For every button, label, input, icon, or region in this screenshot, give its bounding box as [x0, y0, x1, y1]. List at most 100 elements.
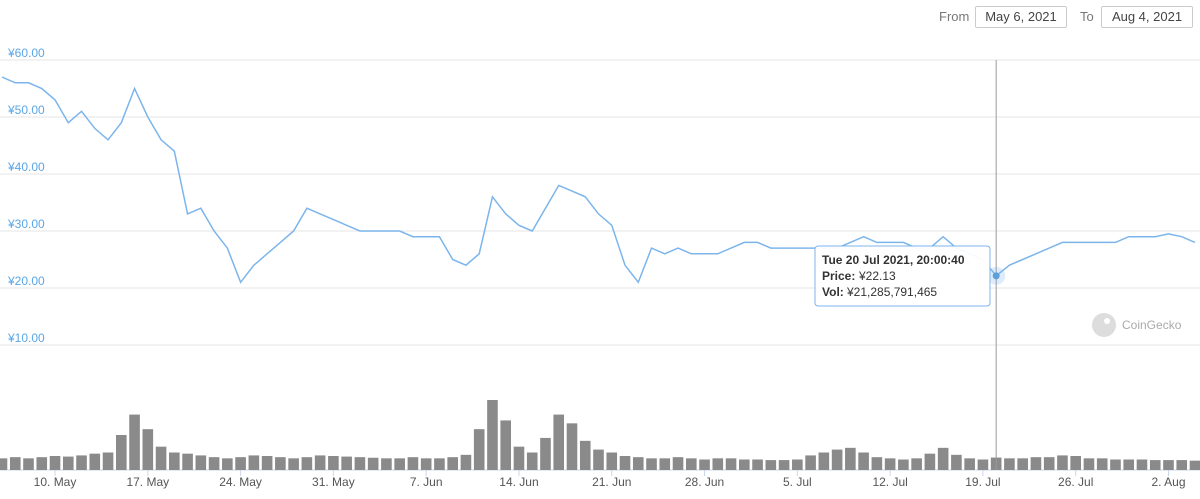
volume-bar: [407, 457, 419, 470]
volume-bar: [977, 459, 989, 470]
volume-bar: [354, 457, 366, 470]
x-tick-label: 31. May: [312, 475, 355, 489]
volume-bar: [685, 458, 697, 470]
volume-bar: [871, 457, 883, 470]
volume-bar: [0, 458, 8, 470]
volume-bar: [208, 457, 220, 470]
volume-bar: [447, 457, 458, 470]
volume-bar: [1017, 458, 1028, 470]
volume-bar: [1096, 458, 1108, 470]
volume-bar: [924, 453, 936, 470]
volume-bar: [89, 453, 101, 470]
volume-bar: [553, 414, 565, 470]
watermark-logo: [1092, 313, 1116, 337]
volume-bar: [964, 458, 975, 470]
volume-bar: [169, 452, 180, 470]
volume-bar: [739, 459, 750, 470]
tooltip-vol-label: Vol:: [822, 285, 844, 299]
volume-bar: [937, 447, 949, 470]
volume-bar: [76, 455, 87, 470]
volume-bar: [593, 449, 604, 470]
volume-bar: [115, 435, 127, 470]
to-input[interactable]: Aug 4, 2021: [1101, 6, 1193, 28]
volume-bar: [845, 447, 856, 470]
to-label: To: [1080, 9, 1094, 24]
volume-bar: [49, 456, 61, 470]
volume-bar: [884, 458, 896, 470]
price-line: [1, 76, 1196, 284]
volume-bar: [9, 457, 21, 470]
tooltip-price: ¥22.13: [858, 269, 896, 283]
y-tick-label: ¥30.00: [7, 217, 45, 231]
volume-bar: [341, 456, 352, 470]
volume-bar: [752, 459, 763, 470]
hover-point: [992, 272, 1000, 280]
volume-bar: [23, 458, 34, 470]
volume-bar: [646, 458, 657, 470]
volume-bar: [434, 458, 445, 470]
x-tick-label: 2. Aug: [1151, 475, 1185, 489]
volume-bar: [712, 458, 724, 470]
volume-bar: [500, 420, 512, 470]
volume-bar: [1123, 459, 1135, 470]
volume-bar: [314, 455, 326, 470]
volume-bar: [1083, 458, 1095, 470]
y-tick-label: ¥40.00: [7, 160, 45, 174]
x-tick-label: 19. Jul: [965, 475, 1000, 489]
volume-bar: [898, 459, 909, 470]
volume-bar: [632, 457, 644, 470]
volume-bar: [142, 429, 154, 470]
volume-bar: [261, 456, 273, 470]
x-tick-label: 7. Jun: [410, 475, 443, 489]
volume-bar: [36, 457, 48, 470]
volume-bar: [460, 454, 472, 470]
x-tick-label: 14. Jun: [499, 475, 538, 489]
volume-bar: [792, 459, 803, 470]
volume-bar: [473, 429, 485, 470]
volume-bar: [328, 456, 339, 470]
tooltip-box: [814, 245, 991, 307]
volume-bar: [699, 459, 710, 470]
volume-bar: [367, 457, 379, 470]
volume-bar: [831, 449, 843, 470]
volume-bar: [566, 423, 578, 470]
volume-bar: [222, 458, 233, 470]
volume-bar: [1070, 456, 1082, 470]
x-tick-label: 24. May: [219, 475, 262, 489]
volume-bar: [102, 452, 114, 470]
volume-bar: [513, 446, 525, 470]
volume-bar: [765, 460, 777, 470]
x-tick-label: 21. Jun: [592, 475, 631, 489]
volume-bar: [1110, 459, 1121, 470]
y-tick-label: ¥60.00: [7, 46, 45, 60]
volume-bar: [540, 437, 551, 470]
volume-bar: [301, 457, 313, 470]
volume-bar: [1163, 460, 1174, 470]
volume-bar: [619, 456, 631, 470]
y-tick-label: ¥20.00: [7, 274, 45, 288]
volume-bar: [911, 458, 922, 470]
volume-bar: [1030, 457, 1042, 470]
volume-bar: [381, 458, 392, 470]
volume-bar: [778, 460, 790, 470]
volume-bar: [1189, 460, 1200, 470]
from-label: From: [939, 9, 970, 24]
volume-bar: [951, 454, 962, 470]
volume-bar: [487, 400, 498, 470]
volume-bar: [858, 452, 869, 470]
volume-bar: [155, 446, 167, 470]
volume-bar: [394, 458, 405, 470]
x-tick-label: 28. Jun: [685, 475, 724, 489]
tooltip-date: Tue 20 Jul 2021, 20:00:40: [822, 253, 965, 267]
volume-bar: [1057, 455, 1068, 470]
x-tick-label: 10. May: [34, 475, 77, 489]
x-tick-label: 5. Jul: [783, 475, 812, 489]
volume-bar: [182, 453, 193, 470]
from-input[interactable]: May 6, 2021: [975, 6, 1067, 28]
volume-bar: [195, 455, 207, 470]
volume-bar: [248, 455, 260, 470]
volume-bar: [526, 452, 538, 470]
tooltip-price-label: Price:: [822, 269, 855, 283]
